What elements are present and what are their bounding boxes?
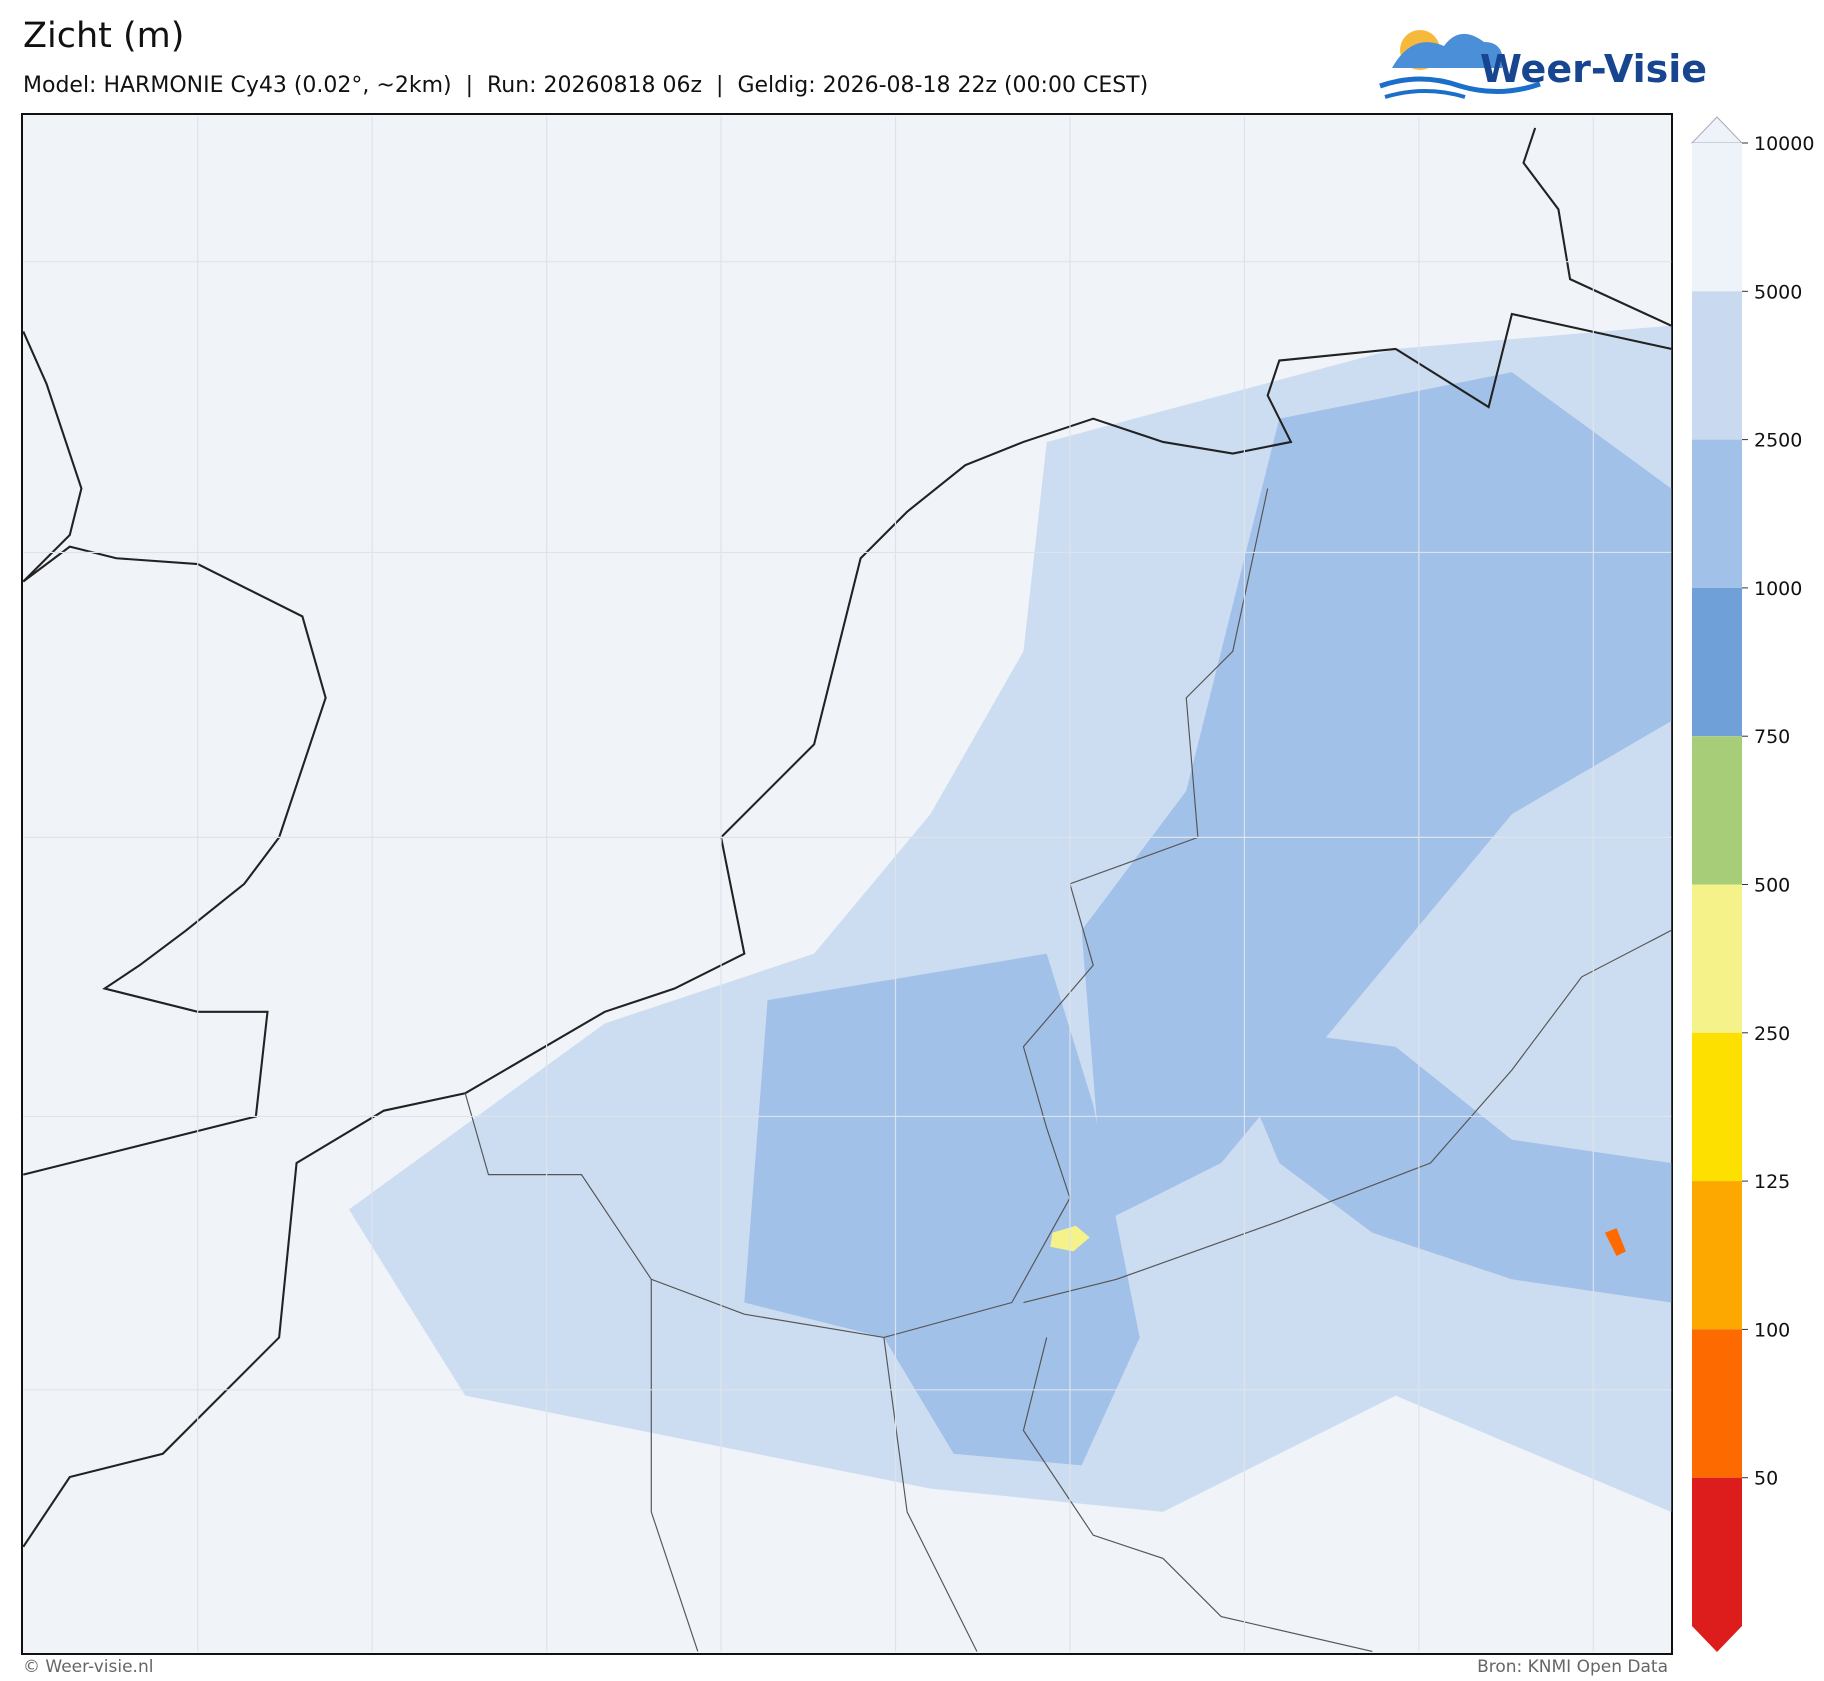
colorbar-extension-bottom: [1692, 1626, 1742, 1652]
colorbar-extension-top: [1690, 116, 1744, 144]
colorbar-tick-label: 2500: [1754, 430, 1802, 452]
logo-text: Weer-Visie: [1480, 47, 1707, 91]
colorbar-segment: [1692, 587, 1742, 737]
footer-left: © Weer-visie.nl: [23, 1657, 153, 1677]
colorbar-segment: [1692, 1477, 1742, 1626]
colorbar-tick-label: 10000: [1754, 133, 1814, 155]
logo: Weer-Visie: [1379, 30, 1707, 99]
colorbar-segment: [1692, 736, 1742, 885]
colorbar-segment: [1692, 291, 1742, 440]
title: Zicht (m): [23, 16, 184, 56]
colorbar-tick-label: 125: [1754, 1171, 1790, 1193]
colorbar-segment: [1692, 1032, 1742, 1182]
footer-right: Bron: KNMI Open Data: [1477, 1657, 1668, 1677]
colorbar-segment: [1692, 1329, 1742, 1478]
colorbar-tick-label: 1000: [1754, 578, 1802, 600]
colorbar-tick-label: 100: [1754, 1319, 1790, 1341]
colorbar-segment: [1692, 439, 1742, 588]
map: [21, 113, 1673, 1655]
colorbar-tick-label: 750: [1754, 726, 1790, 748]
subtitle: Model: HARMONIE Cy43 (0.02°, ~2km) | Run…: [23, 73, 1148, 98]
colorbar-tick-label: 500: [1754, 875, 1790, 897]
colorbar-tick-label: 5000: [1754, 281, 1802, 303]
colorbar-tick-label: 50: [1754, 1468, 1778, 1490]
colorbar-segment: [1692, 1181, 1742, 1330]
colorbar-tick-label: 250: [1754, 1023, 1790, 1045]
colorbar-segment: [1692, 143, 1742, 292]
colorbar: 10000 5000 2500 1000 750 500 250 125 100 50: [1690, 116, 1814, 1652]
colorbar-segment: [1692, 884, 1742, 1033]
